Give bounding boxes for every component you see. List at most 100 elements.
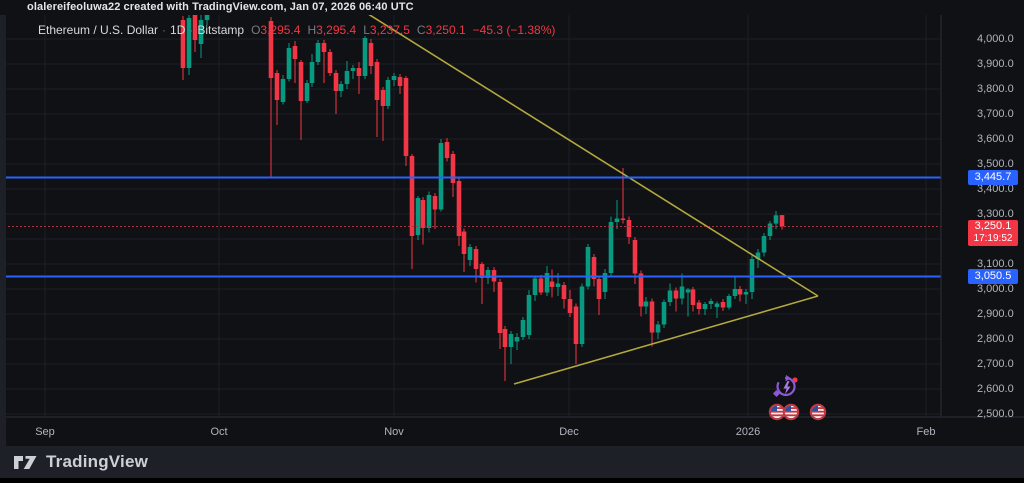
candle-body xyxy=(426,195,432,228)
candle-body xyxy=(602,273,608,292)
time-tick-label: Sep xyxy=(35,426,55,438)
candle-body xyxy=(591,257,597,279)
candle-body xyxy=(198,20,204,44)
low-letter: L xyxy=(363,23,370,37)
tradingview-logo[interactable]: TradingView xyxy=(13,452,148,472)
candle-body xyxy=(767,223,773,236)
candle-body xyxy=(649,301,655,333)
candle-body xyxy=(673,290,679,299)
candle-body xyxy=(485,270,491,278)
open-value: 3,295.4 xyxy=(260,23,301,37)
candle-body xyxy=(415,198,421,235)
candle-body xyxy=(714,303,720,307)
candle-body xyxy=(274,73,280,100)
candle-body xyxy=(661,302,667,325)
candle-body xyxy=(567,299,573,313)
candle-body xyxy=(432,196,438,210)
candle-body xyxy=(356,68,362,76)
candle-body xyxy=(626,220,632,237)
price-tick-label: 3,400.0 xyxy=(977,183,1014,195)
price-tick-label: 4,000.0 xyxy=(977,33,1014,45)
candle-body xyxy=(608,222,614,273)
us-flag-event-icon[interactable] xyxy=(809,403,827,426)
candle-body xyxy=(368,43,374,66)
time-tick-label: Feb xyxy=(916,426,936,438)
symbol-title[interactable]: Ethereum / U.S. Dollar xyxy=(38,23,159,37)
candle-body xyxy=(333,73,339,91)
candle-body xyxy=(292,46,298,59)
candle-body xyxy=(538,278,544,293)
candle-body xyxy=(655,324,661,333)
candle-body xyxy=(573,306,579,344)
candle-body xyxy=(544,273,550,293)
price-axis[interactable]: 4,000.0 3,900.0 3,800.0 3,700.0 3,600.0 3,500… xyxy=(941,15,1024,420)
candle-body xyxy=(514,337,520,342)
time-tick-label: Dec xyxy=(559,426,579,438)
price-tick-label: 2,500.0 xyxy=(977,408,1014,420)
candle-body xyxy=(385,80,391,106)
price-tick-label: 3,700.0 xyxy=(977,108,1014,120)
candle-body xyxy=(298,62,304,101)
us-flag-event-icon[interactable] xyxy=(768,403,802,426)
candle-body xyxy=(420,200,426,228)
trendline[interactable] xyxy=(513,295,819,385)
last-price-value: 3,250.1 xyxy=(974,219,1012,232)
time-tick-label: 2026 xyxy=(735,426,761,438)
candle-body xyxy=(479,264,485,278)
candle-body xyxy=(708,301,714,304)
candle-body xyxy=(761,236,767,253)
exchange-label: Bitstamp xyxy=(197,23,245,37)
candle-body xyxy=(737,289,743,295)
candle-body xyxy=(743,292,749,295)
candle-body xyxy=(720,302,726,308)
price-tick-label: 2,800.0 xyxy=(977,333,1014,345)
time-tick-label: Nov xyxy=(384,426,404,438)
candle-body xyxy=(638,273,644,307)
candle-body xyxy=(497,282,503,333)
candle-body xyxy=(473,249,479,269)
candle-body xyxy=(702,304,708,309)
open-letter: O xyxy=(251,23,261,37)
attribution-bar: olalereifeoluwa22 created with TradingVi… xyxy=(0,0,1024,15)
candle-body xyxy=(696,302,702,309)
tradingview-logo-text: TradingView xyxy=(46,452,149,471)
level-price-label: 3,445.7 xyxy=(968,170,1018,186)
chart-area[interactable]: Ethereum / U.S. Dollar · 1D · Bitstamp O3,295… xyxy=(0,15,1024,446)
candle-body xyxy=(585,247,591,287)
candle-body xyxy=(779,215,785,227)
level-price-label: 3,050.5 xyxy=(968,268,1018,284)
candle-body xyxy=(773,215,779,224)
candle-body xyxy=(596,279,602,299)
attribution-text: olalereifeoluwa22 created with TradingVi… xyxy=(27,1,414,13)
interval-label[interactable]: 1D xyxy=(170,23,186,37)
candle-body xyxy=(561,285,567,299)
candle-body xyxy=(502,329,508,347)
price-tick-label: 3,100.0 xyxy=(977,258,1014,270)
candle-body xyxy=(732,289,738,296)
last-price-label: 3,250.1 17:19:52 xyxy=(968,219,1018,246)
trendline[interactable] xyxy=(365,15,819,297)
candle-body xyxy=(508,334,514,347)
bar-countdown: 17:19:52 xyxy=(973,232,1013,244)
candle-body xyxy=(614,218,620,222)
candle-body xyxy=(327,52,333,73)
bottom-black-strip xyxy=(0,478,1024,483)
change-value: −45.3 (−1.38%) xyxy=(472,23,556,37)
candle-body xyxy=(204,15,210,20)
candle-body xyxy=(755,252,761,259)
time-axis[interactable]: Sep Oct Nov Dec 2026 Feb xyxy=(0,420,1024,446)
candle-body xyxy=(380,90,386,106)
economic-event-lightning-icon[interactable] xyxy=(772,375,802,408)
candle-body xyxy=(350,68,356,71)
time-tick-label: Oct xyxy=(210,426,228,438)
candlestick-plot[interactable] xyxy=(0,15,1024,446)
candle-body xyxy=(579,286,585,344)
candle-body xyxy=(456,181,462,236)
candle-body xyxy=(667,290,673,302)
candle-body xyxy=(268,21,274,78)
price-tick-label: 3,800.0 xyxy=(977,83,1014,95)
candle-body xyxy=(321,43,327,52)
symbol-legend[interactable]: Ethereum / U.S. Dollar · 1D · Bitstamp O3,295… xyxy=(38,23,556,37)
close-letter: C xyxy=(416,23,426,37)
candle-body xyxy=(186,18,192,68)
